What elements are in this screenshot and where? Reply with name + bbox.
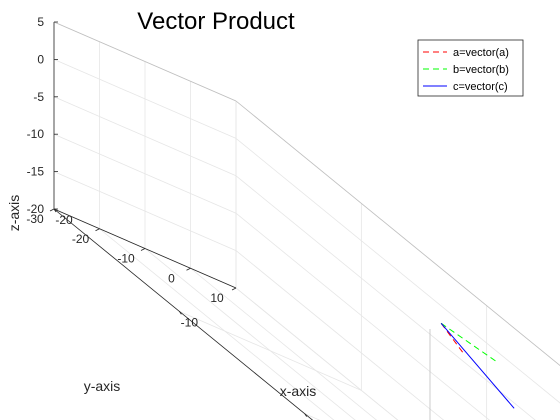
y-tick-label: 10 [210, 291, 224, 305]
z-tick-label: 5 [37, 15, 44, 29]
y-tick-label: -20 [72, 232, 90, 246]
y-tick-mark [95, 228, 100, 232]
z-tick-label: -10 [27, 127, 45, 141]
y-tick-mark [140, 248, 146, 251]
grid-line-z-wall [53, 171, 237, 251]
grid-line-z-wall [235, 175, 536, 420]
grid-line-z-wall [235, 138, 560, 404]
grid-line-z-wall [235, 287, 399, 420]
y-tick-mark [49, 208, 55, 212]
grid-line-z-wall [53, 133, 237, 214]
legend-label-1: a=vector(a) [453, 47, 509, 59]
axis-edge-top [53, 21, 237, 102]
grid-line-z-wall [235, 250, 445, 420]
y-tick-mark [231, 287, 237, 291]
y-tick-label: -10 [117, 252, 135, 266]
grid-line-z-wall [235, 100, 560, 367]
x-tick-label: -10 [181, 315, 199, 329]
grid-line-y-floor [190, 267, 377, 420]
series-line-3 [440, 322, 515, 409]
series-lines [440, 322, 515, 409]
grid-line-z-wall [53, 96, 237, 177]
y-tick-label: -30 [26, 212, 44, 226]
z-axis-label: z-axis [6, 195, 22, 232]
z-tick-label: -5 [33, 90, 44, 104]
axis-edge-x [53, 208, 314, 420]
legend-label-2: b=vector(b) [453, 64, 509, 76]
chart-title: Vector Product [137, 8, 295, 35]
z-tick-label: -15 [27, 165, 45, 179]
x-tick-label: -20 [55, 213, 73, 227]
y-axis-label: y-axis [84, 378, 121, 394]
grid-line-z-wall [53, 59, 237, 139]
legend-box [417, 39, 524, 97]
x-tick-label: 0 [311, 418, 318, 420]
legend: a=vector(a) b=vector(b) c=vector(c) [417, 39, 524, 97]
series-line-2 [440, 322, 498, 363]
axes-edges [53, 21, 560, 420]
legend-label-3: c=vector(c) [453, 81, 508, 93]
grid-line-y-floor [99, 228, 335, 420]
x-tick-mark [179, 311, 182, 315]
grid-line-z-wall [235, 212, 490, 420]
x-tick-mark [304, 413, 307, 417]
y-tick-mark [186, 267, 191, 271]
grid-line-y-floor [144, 248, 356, 420]
series-line-1 [440, 323, 464, 353]
axis-edge-top [235, 100, 560, 367]
z-tick-label: -20 [27, 202, 45, 216]
y-tick-label: 0 [168, 271, 175, 285]
z-tick-label: 0 [37, 52, 44, 66]
x-axis-label: x-axis [280, 383, 317, 399]
x-tick-mark [53, 208, 57, 213]
